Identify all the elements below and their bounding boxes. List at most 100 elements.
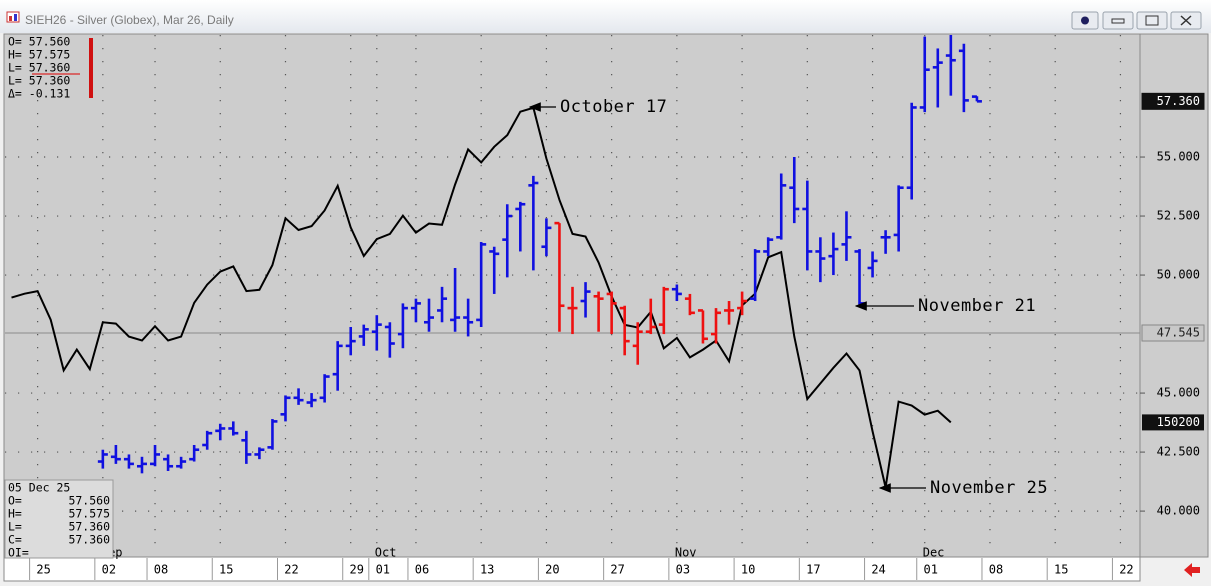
plot xyxy=(5,35,1140,488)
data-date: 05 Dec 25 xyxy=(8,481,70,495)
ohlc-bar xyxy=(150,445,161,467)
data-label: C= xyxy=(8,533,22,547)
quote-line: L= 57.360 xyxy=(8,74,70,88)
data-label: OI= xyxy=(8,546,29,560)
month-label: Oct xyxy=(375,546,397,560)
ohlc-bar xyxy=(906,102,917,200)
ohlc-bar xyxy=(971,95,982,103)
annotation: October 17 xyxy=(560,97,667,117)
axis-marker-box xyxy=(1141,324,1205,342)
oi-marker-label: 150200 xyxy=(1157,415,1200,429)
data-value: 57.575 xyxy=(68,507,110,521)
ohlc-bar xyxy=(554,221,565,332)
ohlc-bar xyxy=(697,309,708,344)
data-value: 57.360 xyxy=(68,533,110,547)
y-tick-label: 52.500 xyxy=(1157,209,1200,223)
x-tick-label: 24 xyxy=(871,563,885,577)
ohlc-bar xyxy=(319,374,330,403)
window-title: SIEH26 - Silver (Globex), Mar 26, Daily xyxy=(25,13,234,27)
x-tick-label: 03 xyxy=(676,563,690,577)
ohlc-bar xyxy=(867,251,878,278)
link-dot xyxy=(1081,16,1089,25)
axis-marker-box xyxy=(1141,92,1205,110)
ohlc-bar xyxy=(802,180,813,271)
data-label: H= xyxy=(8,507,22,521)
x-tick-label: 13 xyxy=(480,563,494,577)
window-buttons[interactable] xyxy=(1071,11,1202,30)
ohlc-bar xyxy=(306,393,317,408)
ohlc-bar xyxy=(176,456,187,469)
ohlc-bar xyxy=(476,242,487,327)
scroll-right-arrow[interactable] xyxy=(1184,563,1200,577)
date-axis xyxy=(3,556,1141,582)
ohlc-bar xyxy=(267,419,278,450)
restore-button[interactable] xyxy=(1136,11,1168,30)
quote-box xyxy=(5,35,89,100)
ohlc-bar xyxy=(293,388,304,405)
ohlc-bar xyxy=(789,157,800,224)
y-tick-label: 55.000 xyxy=(1157,150,1200,164)
quote-line: L= 57.360 xyxy=(8,61,70,75)
y-tick-label: 45.000 xyxy=(1157,386,1200,400)
ohlc-bar xyxy=(580,282,591,318)
minimize-glyph xyxy=(1111,18,1125,24)
x-tick-label: 01 xyxy=(924,563,938,577)
ohlc-bar xyxy=(136,456,147,474)
ohlc-bar xyxy=(632,322,643,365)
title-bar xyxy=(0,0,1211,33)
ohlc-bar xyxy=(241,430,252,464)
chart-area xyxy=(3,33,1209,558)
ohlc-bar xyxy=(384,322,395,358)
minimize-button[interactable] xyxy=(1102,11,1134,30)
ohlc-bar xyxy=(737,291,748,316)
x-tick-label: 20 xyxy=(545,563,559,577)
ohlc-bar xyxy=(515,201,526,252)
data-label: O= xyxy=(8,494,22,508)
ohlc-bar xyxy=(202,430,213,450)
ohlc-bar xyxy=(332,341,343,391)
quote-line: H= 57.575 xyxy=(8,48,70,62)
axis-marker-label: 47.545 xyxy=(1157,326,1200,340)
ohlc-bar xyxy=(110,445,121,464)
ohlc-bar xyxy=(893,185,904,252)
ohlc-bar xyxy=(776,173,787,240)
ohlc-bar xyxy=(528,175,539,271)
month-label: Dec xyxy=(923,546,945,560)
close-glyph xyxy=(1180,15,1192,26)
ohlc-bar xyxy=(189,445,200,462)
ohlc-bar xyxy=(828,232,839,276)
annotation: November 25 xyxy=(930,478,1048,498)
ohlc-bar xyxy=(437,286,448,323)
ohlc-bar xyxy=(410,298,421,323)
ohlc-bar xyxy=(932,48,943,108)
ohlc-bar xyxy=(397,303,408,349)
x-tick-label: 08 xyxy=(989,563,1003,577)
ohlc-bar xyxy=(945,35,956,96)
ohlc-bar xyxy=(97,449,108,469)
ohlc-bar xyxy=(815,237,826,283)
x-tick-label: 06 xyxy=(415,563,429,577)
data-box xyxy=(4,479,114,559)
quote-line: O= 57.560 xyxy=(8,35,70,49)
axis-marker-label: 57.360 xyxy=(1157,94,1200,108)
ohlc-bar xyxy=(711,308,722,344)
x-tick-label: 17 xyxy=(806,563,820,577)
data-label: L= xyxy=(8,520,22,534)
ohlc-bar xyxy=(567,286,578,335)
ohlc-bar xyxy=(958,43,969,113)
ohlc-bar xyxy=(215,423,226,441)
open-interest-line xyxy=(11,106,952,488)
overlay: 40.000 42.500 45.000 50.000 52.500 55.000 25 02… xyxy=(4,35,1205,580)
x-tick-label: 27 xyxy=(610,563,624,577)
ohlc-bar xyxy=(228,421,239,436)
ohlc-bar xyxy=(502,204,513,278)
ohlc-bar xyxy=(619,305,630,356)
ohlc-bar xyxy=(658,286,669,335)
ohlc-bar xyxy=(463,298,474,337)
x-tick-label: 10 xyxy=(741,563,755,577)
ohlc-bar xyxy=(593,291,604,332)
data-value: 57.560 xyxy=(68,494,110,508)
y-tick-label: 42.500 xyxy=(1157,445,1200,459)
ohlc-bar xyxy=(841,211,852,261)
